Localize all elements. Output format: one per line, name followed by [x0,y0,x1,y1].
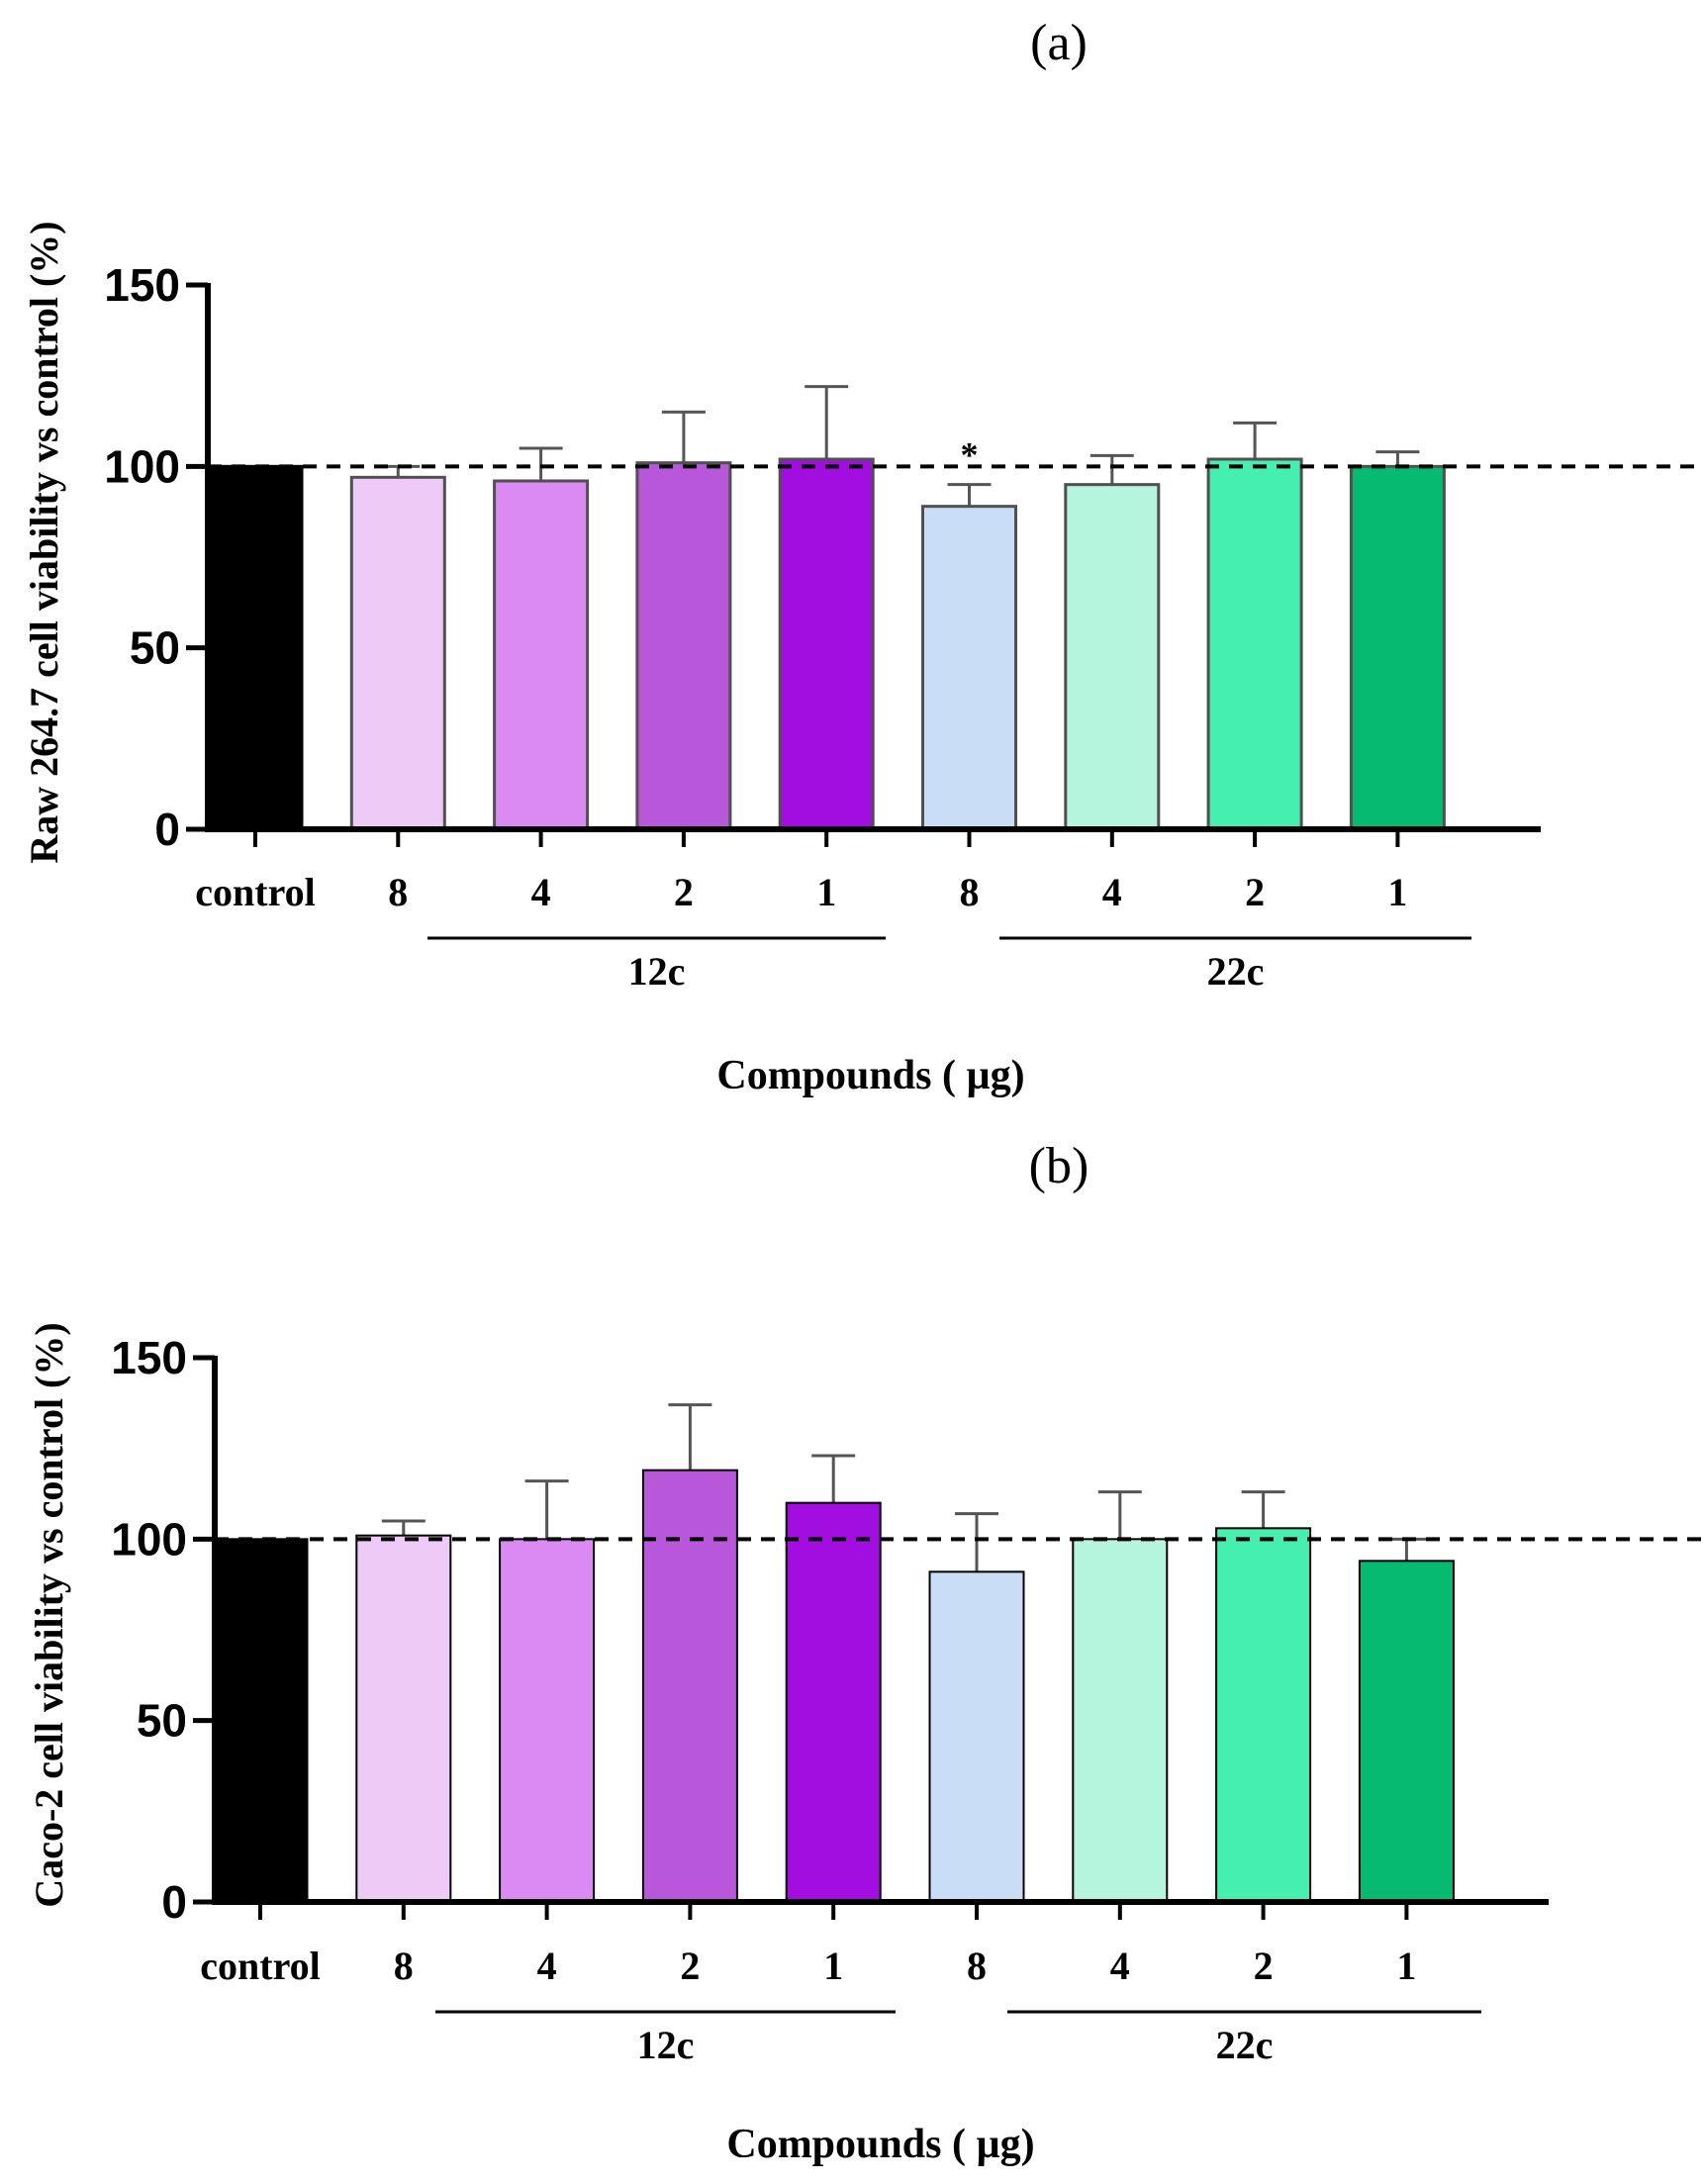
group-label: 12c [628,949,686,994]
y-tick-label: 100 [104,440,180,492]
group-label: 12c [637,2023,695,2067]
category-label: 2 [674,870,694,914]
significance-mark: * [961,435,979,475]
bar [928,1570,1025,1904]
category-label: 1 [816,870,836,914]
category-label: 1 [823,1944,843,1988]
category-label: control [195,870,315,914]
category-label: 1 [1396,1944,1416,1988]
x-axis-label: Compounds ( µg) [726,2122,1034,2167]
group-label: 22c [1207,949,1265,994]
bar [1215,1527,1312,1904]
bar [1358,1560,1455,1904]
category-label: 4 [531,870,551,914]
panel-label: (a) [1030,15,1088,71]
category-label: 2 [1245,870,1265,914]
y-tick-label: 50 [130,622,180,674]
y-tick-label: 150 [111,1332,187,1383]
bar [641,1469,738,1903]
panel-label: (b) [1029,1138,1089,1194]
category-label: 4 [1102,870,1122,914]
y-tick-label: 0 [154,804,180,855]
category-label: 8 [394,1944,414,1988]
bar [499,1538,596,1904]
bar [212,1538,309,1904]
bar [635,461,732,831]
y-tick-label: 50 [137,1695,187,1747]
y-axis-label: Caco-2 cell viability vs control (%) [27,1322,71,1907]
bar [1072,1538,1169,1904]
category-label: 2 [680,1944,700,1988]
bar [1206,457,1303,831]
bar [785,1501,882,1903]
category-label: 2 [1254,1944,1274,1988]
y-tick-label: 100 [111,1513,187,1565]
bar [207,464,304,831]
bar [493,479,590,831]
x-axis-label: Compounds ( µg) [716,1053,1024,1098]
bar [1349,464,1446,831]
bar [778,457,875,831]
y-axis-label: Raw 264.7 cell viability vs control (%) [22,221,66,863]
panel-a: (a) Raw 264.7 cell viability vs control (… [22,15,1694,1098]
category-label: 8 [960,870,980,914]
category-label: 1 [1387,870,1407,914]
bar [349,475,446,831]
bar [1064,483,1161,831]
category-label: 4 [537,1944,557,1988]
y-tick-label: 150 [104,259,180,311]
category-label: 8 [388,870,408,914]
panel-b: (b) Caco-2 cell viability vs control (%) c… [27,1138,1702,2167]
category-label: control [200,1944,320,1988]
bar [921,505,1017,831]
category-label: 4 [1110,1944,1130,1988]
bar [355,1534,452,1903]
category-label: 8 [967,1944,987,1988]
y-tick-label: 0 [161,1876,187,1928]
group-label: 22c [1216,2023,1274,2067]
